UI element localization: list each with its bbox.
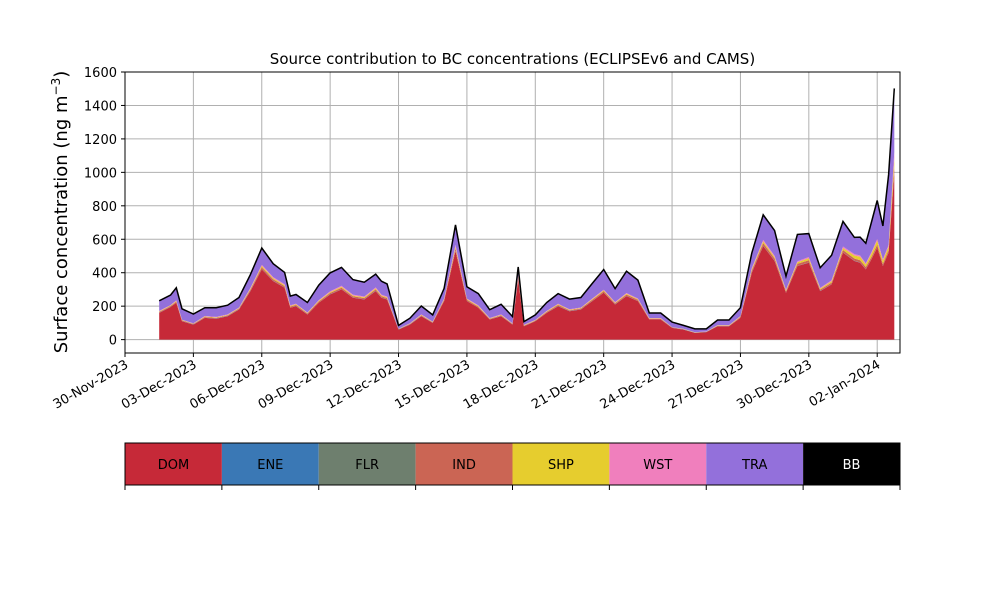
x-tick-label: 24-Dec-2023 — [598, 357, 678, 412]
legend-entry-tra: TRA — [706, 443, 804, 485]
y-tick-label: 1600 — [84, 66, 117, 81]
y-axis: 0 200 400 600 800 1000 1200 1400 1600 — [84, 66, 125, 349]
chart-title: Source contribution to BC concentrations… — [270, 50, 755, 68]
legend-label: WST — [643, 458, 672, 473]
y-tick-label: 400 — [92, 267, 117, 282]
x-tick-label: 09-Dec-2023 — [256, 357, 336, 412]
legend-label: ENE — [257, 458, 283, 473]
legend-swatch — [221, 443, 319, 485]
y-axis-label-exponent: −3 — [49, 78, 63, 96]
legend-swatch — [415, 443, 513, 485]
x-axis: 30-Nov-202303-Dec-202306-Dec-202309-Dec-… — [51, 353, 883, 413]
legend-swatch — [609, 443, 707, 485]
x-tick-label: 06-Dec-2023 — [187, 357, 267, 412]
y-tick-label: 600 — [92, 233, 117, 248]
y-tick-label: 800 — [92, 200, 117, 215]
total-line — [158, 88, 896, 330]
area-dom — [159, 172, 895, 340]
y-tick-label: 1000 — [84, 166, 117, 181]
y-axis-label-main: Surface concentration (ng m — [51, 95, 72, 353]
legend: DOM ENE FLR IND SHP WST TRA BB — [124, 442, 901, 490]
legend-swatch — [125, 443, 222, 485]
legend-entry-ene: ENE — [221, 443, 319, 485]
total-concentration-line — [158, 88, 896, 330]
y-axis-label: Surface concentration (ng m−3) — [49, 71, 72, 354]
x-tick-label: 15-Dec-2023 — [393, 357, 473, 412]
y-axis-label-close: ) — [51, 71, 72, 78]
plot-frame — [124, 71, 901, 354]
area-wst — [159, 152, 895, 333]
x-tick-label: 18-Dec-2023 — [461, 357, 541, 412]
legend-label: TRA — [741, 458, 767, 473]
legend-label: BB — [843, 458, 861, 473]
legend-label: DOM — [158, 458, 189, 473]
x-tick-label: 03-Dec-2023 — [119, 357, 199, 412]
legend-frame — [124, 442, 901, 486]
legend-swatch — [706, 443, 804, 485]
legend-entry-ind: IND — [415, 443, 513, 485]
legend-entry-flr: FLR — [318, 443, 416, 485]
legend-swatch — [512, 443, 610, 485]
y-tick-label: 200 — [92, 300, 117, 315]
legend-label: FLR — [355, 458, 379, 473]
legend-entry-dom: DOM — [125, 443, 222, 485]
legend-entry-wst: WST — [609, 443, 707, 485]
stacked-areas — [159, 88, 895, 340]
x-tick-label: 27-Dec-2023 — [666, 357, 746, 412]
legend-label: SHP — [548, 458, 574, 473]
legend-entry-shp: SHP — [512, 443, 610, 485]
y-tick-label: 1200 — [84, 133, 117, 148]
x-tick-label: 02-Jan-2024 — [807, 357, 884, 410]
x-tick-label: 30-Dec-2023 — [734, 357, 814, 412]
grid — [124, 71, 900, 353]
legend-entry-bb: BB — [803, 443, 900, 485]
legend-swatch — [318, 443, 416, 485]
y-tick-label: 1400 — [84, 99, 117, 114]
legend-swatch — [803, 443, 900, 485]
area-tra — [159, 88, 895, 333]
x-tick-label: 12-Dec-2023 — [324, 357, 404, 412]
y-tick-label: 0 — [109, 334, 117, 349]
x-tick-label: 21-Dec-2023 — [529, 357, 609, 412]
legend-label: IND — [452, 458, 476, 473]
x-tick-label: 30-Nov-2023 — [51, 357, 131, 412]
